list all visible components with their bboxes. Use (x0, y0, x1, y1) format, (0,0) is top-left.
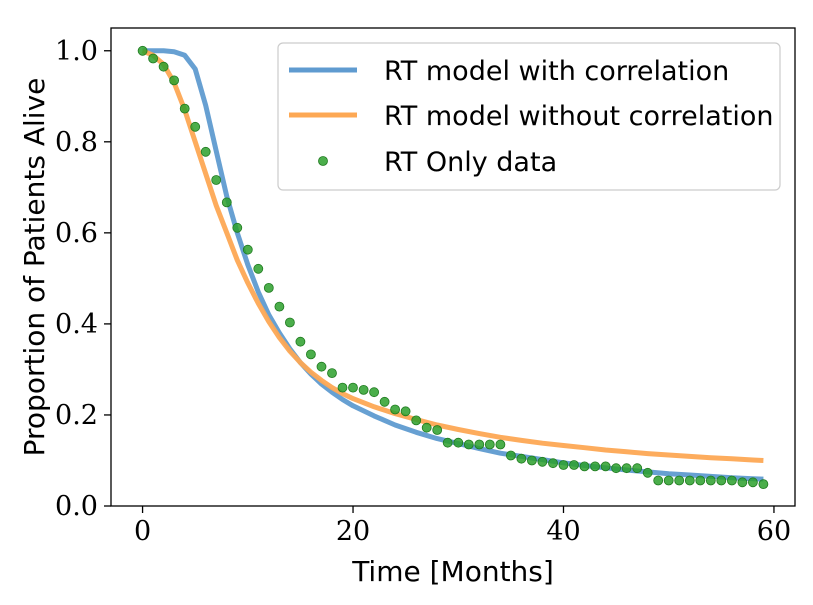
data-point (727, 475, 737, 486)
y-tick-label: 0.6 (55, 218, 98, 249)
series-line-1 (141, 48, 764, 463)
data-point (579, 461, 590, 472)
y-tick-label: 0.0 (55, 491, 98, 522)
y-axis: 0.0 0.2 0.4 0.6 0.8 1.0 (55, 36, 111, 522)
plot-frame (110, 27, 796, 507)
data-point (684, 475, 695, 486)
data-point (695, 475, 706, 486)
data-point (358, 384, 369, 395)
legend-label: RT model without correlation (384, 101, 773, 132)
y-tick-label: 0.8 (55, 127, 98, 158)
data-point (137, 45, 148, 56)
x-axis-label: Time [Months] (351, 555, 554, 588)
x-tick-label: 60 (757, 516, 791, 547)
data-point (379, 396, 390, 407)
data-point (305, 349, 316, 360)
data-point (600, 461, 611, 472)
x-tick-label: 20 (336, 516, 370, 547)
y-tick-label: 1.0 (55, 36, 98, 67)
data-point (642, 467, 653, 478)
y-tick-label: 0.4 (55, 309, 98, 340)
legend-label: RT model with correlation (384, 56, 729, 87)
data-point (253, 263, 264, 274)
data-point (463, 439, 474, 450)
data-point (558, 460, 569, 470)
data-point (400, 406, 411, 417)
y-axis-label: Proportion of Patients Alive (18, 78, 51, 457)
data-point (611, 463, 621, 474)
legend-label: RT Only data (384, 147, 557, 178)
x-axis: 0 20 40 60 (134, 506, 791, 547)
data-point (548, 458, 558, 469)
legend-box (277, 42, 781, 191)
data-point (284, 317, 295, 328)
data-point (158, 61, 169, 72)
legend: RT model with correlation RT model withou… (277, 42, 781, 191)
data-point (474, 439, 485, 450)
data-point (169, 75, 180, 86)
data-point (569, 460, 579, 470)
data-point (505, 450, 516, 461)
data-point (200, 146, 211, 157)
data-point (221, 197, 232, 208)
data-point (516, 453, 527, 464)
data-point (348, 382, 358, 393)
data-point (537, 456, 548, 467)
data-point (527, 455, 537, 466)
data-point (148, 53, 159, 64)
series-layer (137, 45, 769, 490)
data-point (274, 301, 285, 312)
data-point (316, 361, 327, 372)
data-point (590, 461, 600, 472)
data-point (190, 121, 201, 132)
data-point (495, 439, 506, 450)
data-point (716, 475, 727, 486)
data-point (390, 404, 401, 415)
data-point (242, 244, 253, 255)
data-point (327, 368, 337, 379)
data-point (263, 282, 274, 293)
data-point (442, 437, 453, 448)
data-point (232, 222, 243, 233)
data-point (663, 475, 674, 486)
data-point (632, 463, 643, 474)
data-point (674, 475, 685, 486)
legend-swatch-marker (318, 156, 328, 166)
data-point (758, 479, 769, 490)
data-point (653, 475, 664, 486)
y-tick-label: 0.2 (55, 400, 98, 431)
data-point (179, 103, 190, 114)
data-point (484, 439, 495, 450)
data-point (432, 425, 443, 435)
data-point (369, 387, 380, 398)
data-point (337, 382, 348, 393)
data-point (211, 175, 222, 185)
data-point (295, 336, 306, 347)
data-point (411, 415, 422, 426)
x-tick-label: 40 (546, 516, 580, 547)
data-point (453, 437, 464, 448)
data-point (737, 477, 748, 488)
data-point (705, 475, 716, 486)
data-point (421, 422, 432, 433)
x-tick-label: 0 (134, 516, 151, 547)
data-point (621, 463, 632, 474)
data-point (748, 477, 758, 488)
